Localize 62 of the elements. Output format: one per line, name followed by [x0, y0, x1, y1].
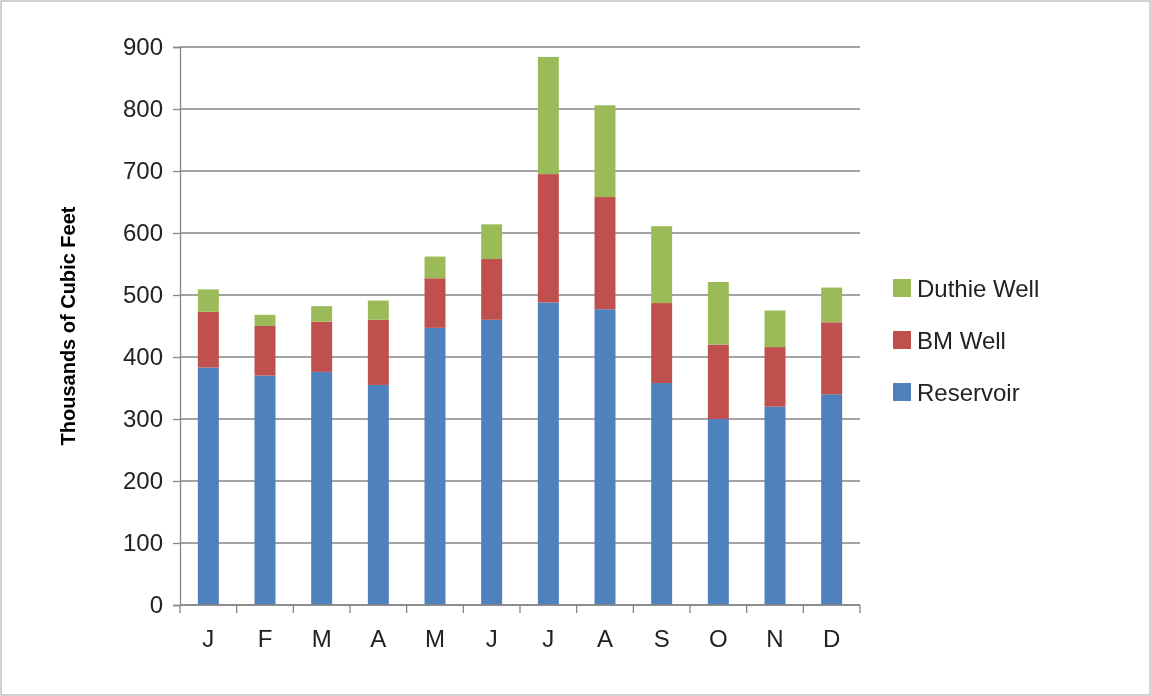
bar	[311, 371, 333, 605]
bar	[707, 419, 729, 605]
bar	[594, 197, 616, 310]
bar	[651, 303, 673, 384]
x-tick-label: M	[311, 625, 332, 652]
bar	[537, 174, 559, 303]
bar	[537, 56, 559, 175]
x-tick-label: N	[766, 625, 784, 652]
legend-label: Reservoir	[917, 379, 1020, 406]
x-tick-label: A	[596, 625, 614, 652]
bar	[367, 300, 389, 320]
bar	[311, 321, 333, 372]
bar	[594, 309, 616, 605]
y-tick-label: 100	[122, 529, 163, 557]
y-axis-title: Thousands of Cubic Feet	[57, 206, 79, 446]
x-tick-label: M	[425, 625, 445, 652]
bar	[197, 289, 219, 312]
bar	[481, 224, 503, 260]
bar	[707, 281, 729, 345]
y-tick-label: 0	[149, 591, 163, 619]
bar	[764, 406, 786, 605]
bar	[367, 384, 389, 605]
bar	[651, 226, 673, 304]
bar	[537, 302, 559, 605]
y-tick-label: 200	[122, 467, 163, 495]
bar	[707, 344, 729, 419]
bar	[197, 311, 219, 368]
bar	[764, 310, 786, 348]
bar	[254, 326, 276, 376]
bar	[424, 278, 446, 328]
x-tick-label: A	[370, 625, 387, 652]
x-tick-label: S	[653, 625, 670, 652]
y-tick-label: 300	[122, 405, 163, 433]
bar	[197, 367, 219, 605]
y-tick-label: 700	[122, 157, 163, 185]
bar	[821, 322, 843, 395]
bar	[481, 319, 503, 605]
y-tick-label: 400	[122, 343, 163, 371]
x-tick-label: F	[257, 625, 273, 652]
x-tick-label: J	[542, 625, 555, 652]
x-tick-label: D	[822, 625, 841, 652]
x-tick-label: O	[709, 625, 728, 652]
bar	[254, 375, 276, 605]
bar	[254, 314, 276, 326]
bar	[367, 319, 389, 385]
legend-label: Duthie Well	[917, 275, 1040, 302]
y-tick-label: 900	[122, 33, 163, 61]
bar	[481, 259, 503, 320]
bar	[424, 256, 446, 279]
bar	[821, 394, 843, 605]
bar	[651, 383, 673, 605]
y-tick-label: 500	[122, 281, 163, 309]
bar	[821, 287, 843, 323]
bar	[424, 327, 446, 605]
x-tick-label: J	[202, 625, 215, 652]
bar	[311, 306, 333, 322]
bar	[594, 105, 616, 198]
x-tick-label: J	[485, 625, 498, 652]
y-tick-label: 600	[122, 219, 163, 247]
legend-label: BM Well	[917, 327, 1006, 354]
bar	[764, 347, 786, 407]
y-tick-label: 800	[122, 95, 163, 123]
